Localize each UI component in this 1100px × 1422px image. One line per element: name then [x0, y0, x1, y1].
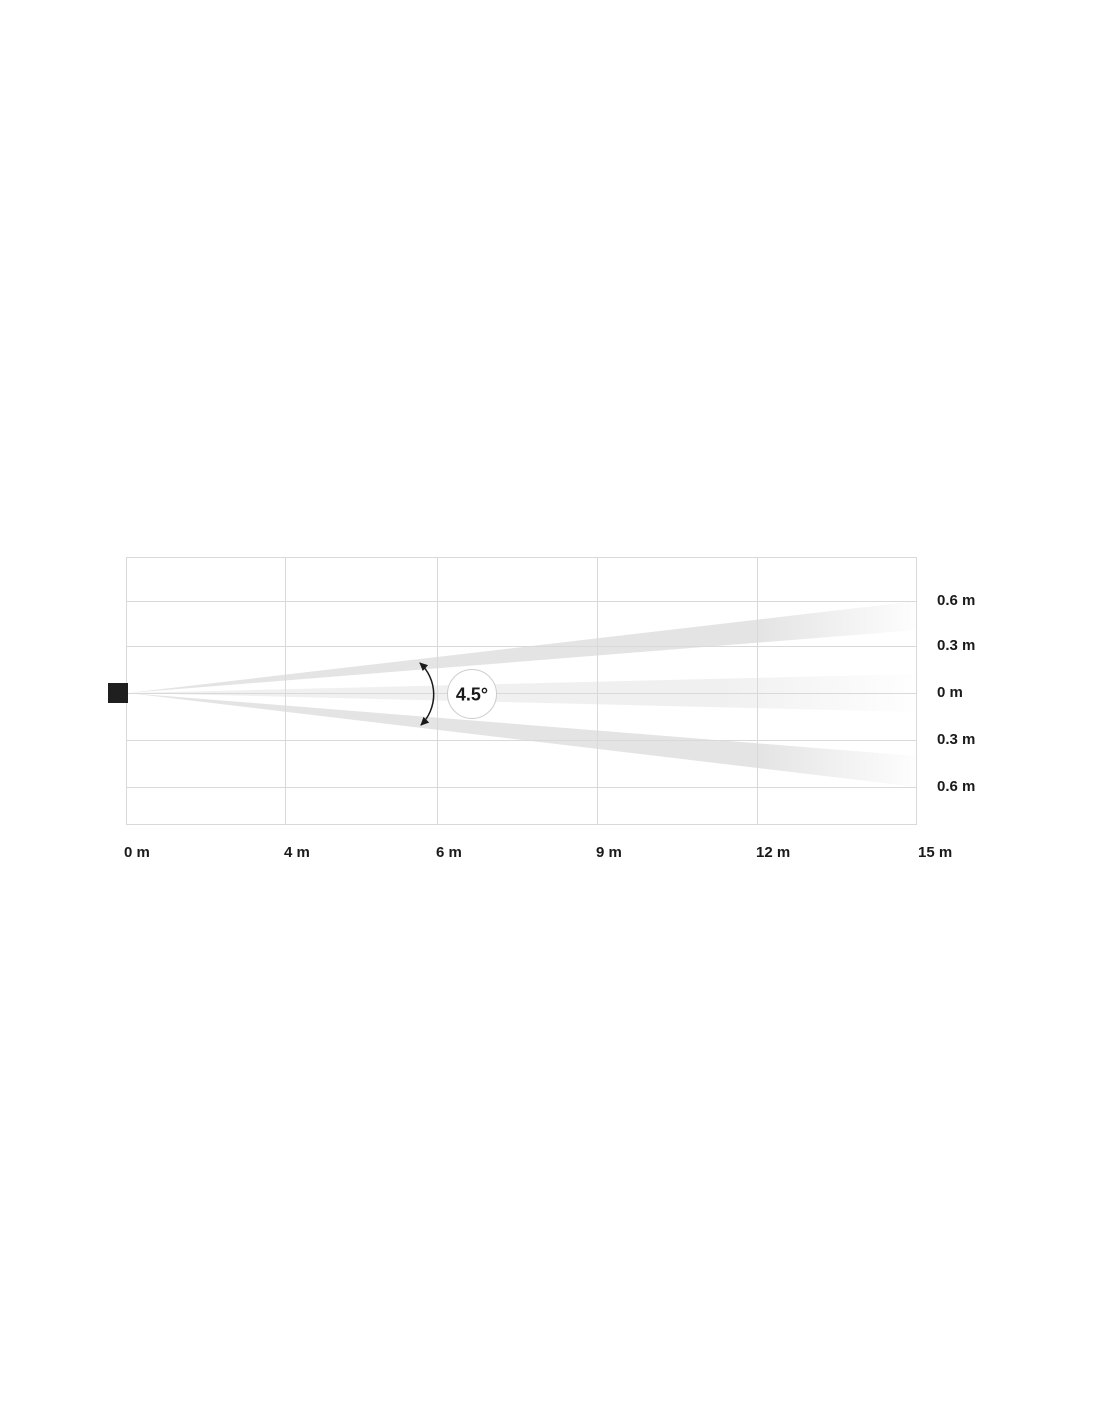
y-label-0m: 0 m	[937, 684, 963, 701]
angle-badge	[447, 669, 497, 719]
y-label-minus-0-3m: 0.3 m	[937, 731, 976, 748]
angle-value: 4.5°	[456, 685, 488, 705]
gridlines	[126, 557, 917, 825]
x-tick-label-15m: 15 m	[918, 844, 953, 861]
x-tick-label-9m: 9 m	[596, 844, 622, 861]
x-tick-label-12m: 12 m	[756, 844, 791, 861]
x-tick-label-6m: 6 m	[436, 844, 462, 861]
sensor-marker	[108, 683, 128, 703]
y-label-plus-0-6m: 0.6 m	[937, 592, 976, 609]
y-label-plus-0-3m: 0.3 m	[937, 637, 976, 654]
x-tick-label-0m: 0 m	[124, 844, 150, 861]
angle-arc-arrow	[419, 662, 435, 726]
y-label-minus-0-6m: 0.6 m	[937, 778, 976, 795]
x-tick-label-4m: 4 m	[284, 844, 310, 861]
beam-diagram-canvas: 4.5°	[108, 557, 917, 825]
